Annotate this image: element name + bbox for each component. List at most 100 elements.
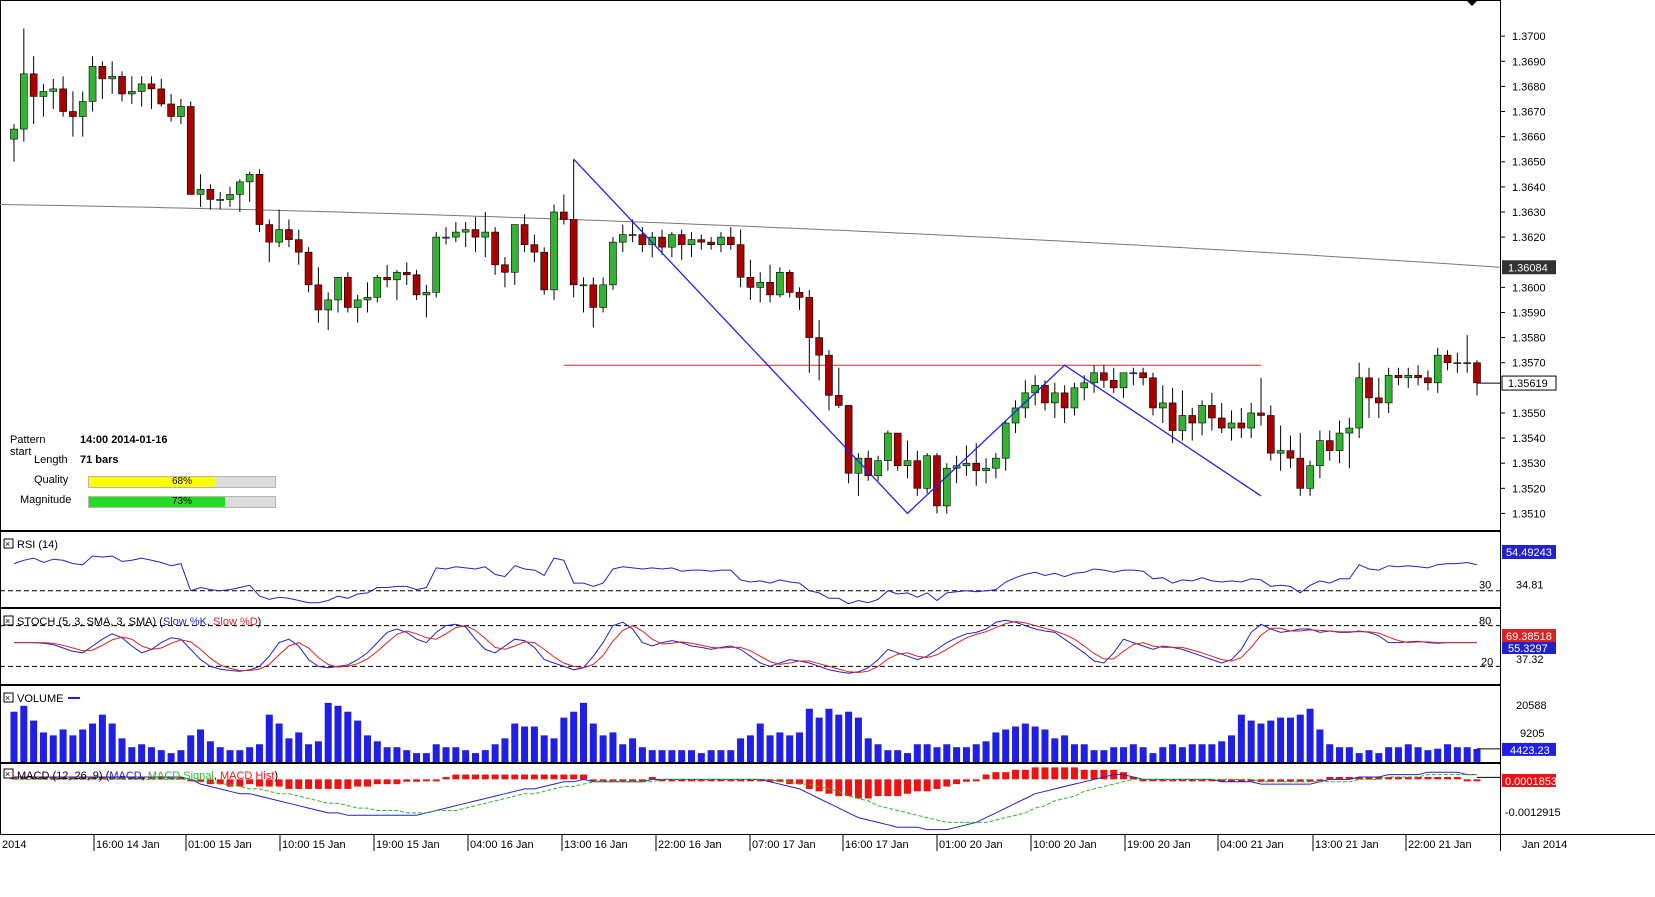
volume-bar [1277, 717, 1285, 762]
macd-hist-bar [894, 779, 902, 797]
volume-bar [10, 711, 18, 762]
volume-bar [1296, 714, 1304, 762]
macd-hist-bar [314, 779, 322, 789]
volume-bar [393, 747, 401, 762]
macd-hist-bar [884, 779, 892, 797]
bull-candle [461, 229, 470, 233]
macd-hist-bar [197, 779, 205, 782]
macd-hist-bar [265, 779, 273, 787]
macd-hist-bar [796, 779, 804, 785]
last-price-box [1501, 375, 1557, 391]
macd-hist-bar [697, 779, 705, 782]
macd-hist-bar [1031, 767, 1039, 780]
price-tick-label: 1.3520 [1512, 483, 1546, 495]
time-tick-label: 22:00 16 Jan [658, 839, 722, 851]
stoch-title: STOCH (5, 3, SMA, 3, SMA) (Slow %K, Slow… [17, 616, 261, 628]
bull-candle [776, 271, 784, 296]
magnitude-label: Magnitude [20, 494, 72, 506]
macd-hist-bar [1286, 779, 1294, 782]
volume-bar [746, 735, 754, 762]
bull-candle [324, 299, 333, 311]
volume-bar [285, 738, 293, 762]
volume-bar [187, 735, 195, 762]
macd-hist-bar [305, 779, 313, 789]
price-tick-label: 1.3620 [1512, 232, 1546, 244]
volume-bar [825, 708, 833, 762]
macd-hist-bar [913, 779, 921, 792]
macd-hist-bar [992, 772, 1000, 780]
macd-hist-bar [560, 774, 568, 780]
macd-hist-bar [1149, 779, 1157, 782]
stoch-toggle-icon [3, 615, 14, 626]
bull-candle [1316, 440, 1324, 467]
macd-hist-bar [707, 779, 715, 782]
volume-bar [589, 723, 597, 762]
bear-candle [540, 251, 549, 291]
macd-hist-bar [39, 776, 47, 780]
bull-candle [1119, 372, 1128, 389]
bull-candle [39, 91, 48, 97]
volume-bar [1012, 726, 1020, 762]
macd-hist-bar [746, 779, 754, 782]
bear-candle [314, 284, 323, 311]
macd-hist-bar [1345, 776, 1353, 780]
ma-value-label: 1.36084 [1508, 262, 1548, 274]
volume-bar [1463, 747, 1471, 762]
bull-candle [1198, 405, 1206, 424]
macd-legend-macd: MACD [109, 770, 141, 782]
volume-bar [1404, 744, 1412, 762]
bull-candle [962, 462, 971, 467]
price-tick-label: 1.3690 [1512, 56, 1546, 68]
bull-candle [1178, 415, 1187, 431]
bull-candle [128, 91, 136, 95]
macd-hist-bar [825, 779, 833, 794]
bull-candle [1227, 422, 1236, 429]
volume-bar [992, 732, 1000, 762]
bull-candle [196, 189, 205, 195]
menu-dropdown-icon[interactable] [1466, 0, 1478, 6]
macd-tick-low: -0.0012915 [1505, 807, 1561, 819]
bull-candle [903, 460, 912, 467]
stoch-ref-80: 80 [1479, 616, 1491, 628]
macd-hist-bar [1336, 776, 1344, 780]
volume-toggle-icon [3, 692, 14, 703]
volume-bar [1100, 750, 1108, 762]
bear-candle [785, 271, 794, 293]
macd-hist-bar [511, 774, 519, 780]
stoch-legend-sep: , [207, 616, 213, 628]
volume-bar [972, 744, 980, 762]
macd-panel: × MACD (12, 26, 9) (MACD, MACD Signal, MA… [3, 767, 1500, 831]
moving-average-line [0, 204, 1501, 268]
bull-candle [1306, 465, 1314, 489]
bear-candle [560, 211, 568, 220]
volume-bar [1375, 753, 1383, 762]
bear-candle [285, 229, 293, 240]
stoch-title-text: STOCH (5, 3, SMA, 3, SMA) ( [17, 616, 163, 628]
stoch-toggle-x: × [5, 616, 10, 626]
bear-candle [471, 229, 480, 238]
volume-bar [216, 747, 224, 762]
bear-candle [167, 103, 175, 117]
volume-bar [1208, 744, 1216, 762]
volume-bar [864, 738, 872, 762]
volume-bar [255, 744, 263, 762]
pattern-start-label: Pattern start [10, 434, 46, 458]
volume-bar [1414, 747, 1422, 762]
volume-bar [403, 750, 411, 762]
volume-bar [1394, 747, 1402, 762]
macd-hist-bar [1237, 779, 1245, 782]
macd-hist-bar [1375, 776, 1383, 780]
volume-bar [874, 744, 882, 762]
bear-candle [304, 251, 313, 286]
macd-hist-bar [167, 776, 175, 780]
macd-hist-bar [59, 776, 67, 780]
macd-signal-line [14, 774, 1477, 823]
bull-candle [599, 284, 607, 308]
macd-hist-bar [1012, 769, 1020, 780]
bull-candle [628, 234, 637, 236]
volume-bar [678, 750, 686, 762]
bull-candle [236, 181, 244, 195]
volume-bar [226, 750, 234, 762]
bear-candle [412, 274, 421, 296]
volume-bar [471, 753, 479, 762]
